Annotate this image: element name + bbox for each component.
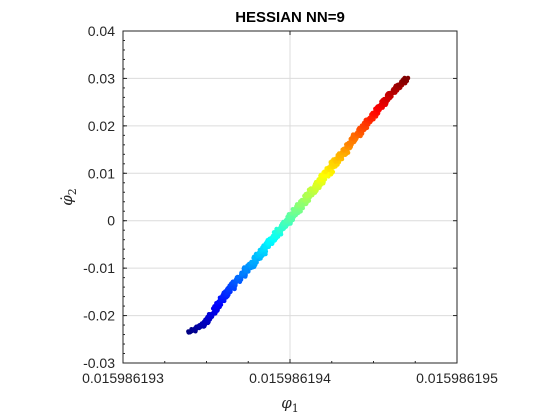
- data-point: [350, 132, 356, 137]
- axes: [122, 30, 458, 364]
- y-tick-label: 0.03: [88, 70, 115, 86]
- x-tick-label: 0.015986195: [416, 370, 498, 386]
- y-tick-label: -0.03: [83, 355, 115, 371]
- y-tick-label: 0.02: [88, 118, 115, 134]
- data-point: [305, 193, 310, 199]
- data-point: [354, 131, 359, 136]
- data-point: [308, 186, 314, 191]
- y-tick-label: 0.01: [88, 165, 115, 181]
- x-tick-label: 0.015986194: [249, 370, 331, 386]
- tick-labels: 0.015986193 0.015986194 0.015986195 -0.03 -0…: [82, 23, 498, 386]
- x-axis-label: φ1: [281, 394, 299, 415]
- data-point: [275, 234, 281, 239]
- data-point: [270, 233, 275, 239]
- chart-title: HESSIAN NN=9: [235, 9, 345, 26]
- y-tick-label: 0: [107, 213, 115, 229]
- data-point: [402, 75, 407, 81]
- data-point: [405, 76, 411, 81]
- data-point: [320, 173, 326, 178]
- data-point: [249, 259, 254, 265]
- x-tick-label: 0.015986193: [82, 370, 164, 386]
- data-point: [330, 169, 336, 175]
- y-tick-label: 0.04: [88, 23, 115, 39]
- y-tick-label: -0.02: [83, 308, 115, 324]
- data-points: [186, 75, 411, 335]
- y-axis-label: φ̇2: [58, 188, 79, 206]
- y-tick-label: -0.01: [83, 260, 115, 276]
